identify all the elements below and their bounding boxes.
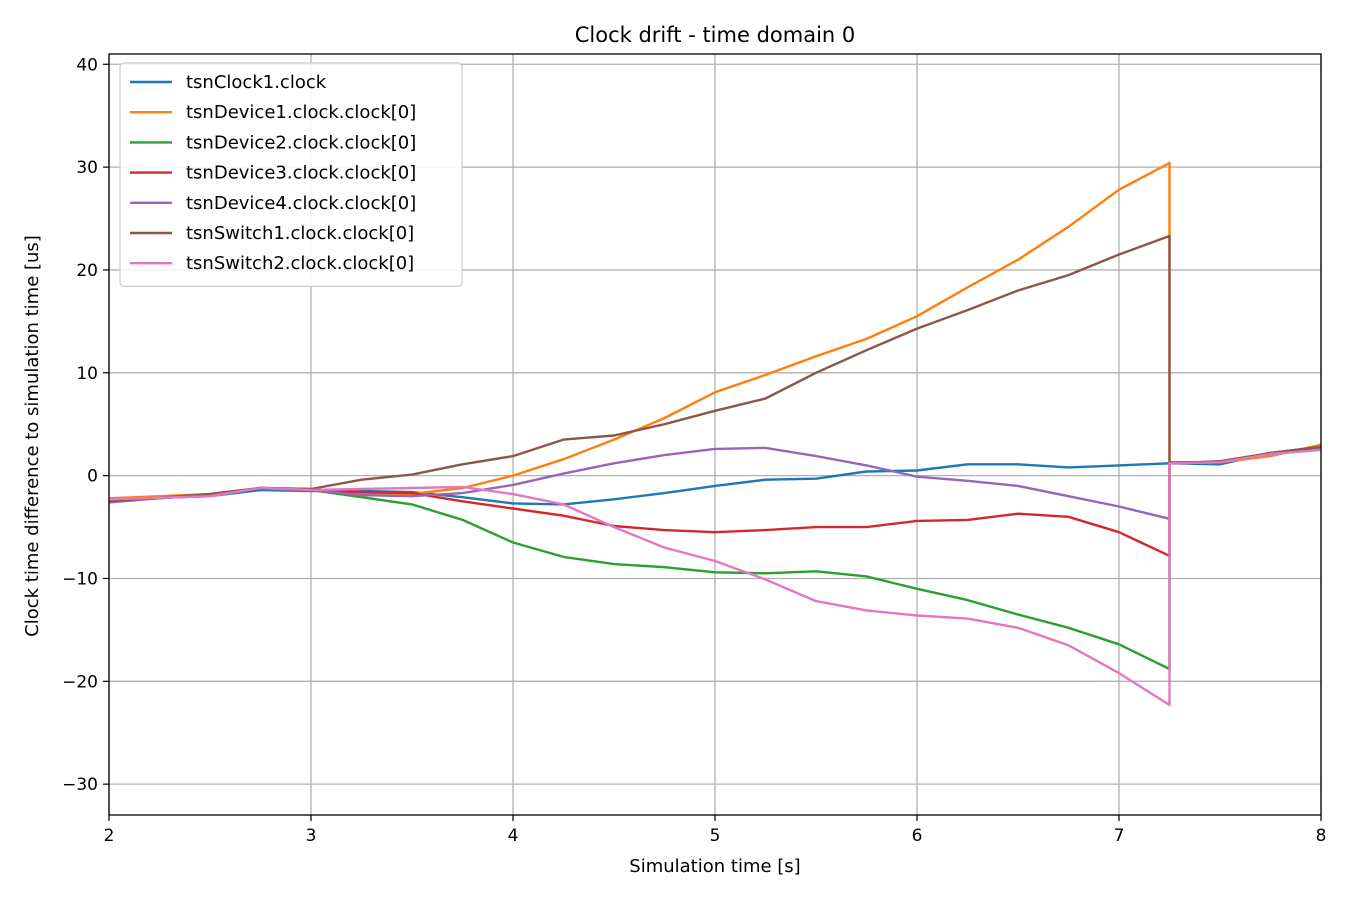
y-tick-label: 40 xyxy=(76,55,98,75)
y-tick-label: 10 xyxy=(76,364,98,384)
y-tick-label: −20 xyxy=(62,672,98,692)
legend-label: tsnClock1.clock xyxy=(186,72,327,93)
legend-label: tsnDevice3.clock.clock[0] xyxy=(186,163,416,184)
series-line-7 xyxy=(108,448,1322,707)
x-tick-label: 3 xyxy=(306,826,317,846)
x-axis-label: Simulation time [s] xyxy=(629,856,800,877)
y-tick-label: 30 xyxy=(76,158,98,178)
legend: tsnClock1.clock tsnDevice1.clock.clock[0]… xyxy=(119,62,463,287)
x-tick-label: 2 xyxy=(104,826,115,846)
y-tick-label: −10 xyxy=(62,569,98,589)
y-tick-label: 0 xyxy=(87,467,98,487)
legend-label: tsnSwitch1.clock.clock[0] xyxy=(186,223,414,244)
y-axis: −30 −20 −10 0 10 20 30 40 xyxy=(62,55,109,795)
legend-label: tsnSwitch2.clock.clock[0] xyxy=(186,253,414,274)
x-tick-label: 6 xyxy=(912,826,923,846)
chart-title: Clock drift - time domain 0 xyxy=(575,23,856,47)
series-layer xyxy=(108,161,1322,707)
legend-box xyxy=(119,62,463,287)
x-axis: 2 3 4 5 6 7 8 xyxy=(104,815,1327,846)
y-tick-label: −30 xyxy=(62,775,98,795)
x-tick-label: 4 xyxy=(508,826,519,846)
grid xyxy=(108,54,1322,815)
y-tick-label: 20 xyxy=(76,261,98,281)
x-tick-label: 8 xyxy=(1316,826,1327,846)
y-axis-label: Clock time difference to simulation time… xyxy=(22,235,43,637)
x-tick-label: 5 xyxy=(710,826,721,846)
legend-label: tsnDevice4.clock.clock[0] xyxy=(186,193,416,214)
x-tick-label: 7 xyxy=(1114,826,1125,846)
series-line-6 xyxy=(108,234,1322,503)
legend-label: tsnDevice2.clock.clock[0] xyxy=(186,132,416,153)
legend-label: tsnDevice1.clock.clock[0] xyxy=(186,102,416,123)
